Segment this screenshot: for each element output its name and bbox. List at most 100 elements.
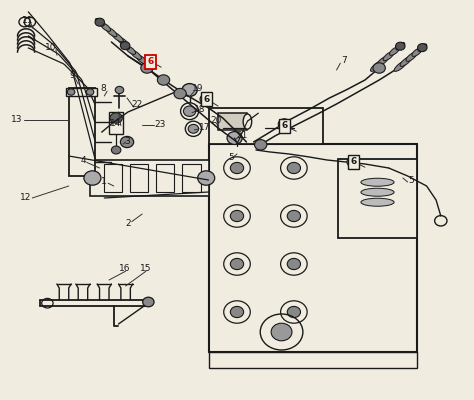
Circle shape [200,94,212,104]
Text: 20: 20 [210,116,221,125]
Text: 22: 22 [132,100,143,109]
Text: 14: 14 [110,120,122,128]
Bar [209,108,323,144]
Ellipse shape [396,42,405,50]
Text: 6: 6 [281,122,288,130]
Text: 17: 17 [199,124,210,132]
Text: 6: 6 [350,158,356,166]
Text: 5: 5 [409,176,414,185]
Ellipse shape [361,178,394,186]
Bar [90,160,209,196]
Ellipse shape [371,61,383,71]
Circle shape [141,63,153,73]
Circle shape [287,306,301,318]
Circle shape [110,113,122,123]
Text: 11: 11 [22,16,33,25]
Bar [209,352,417,368]
Ellipse shape [106,28,117,37]
Ellipse shape [100,23,110,31]
Ellipse shape [361,188,394,196]
Bar [66,88,97,96]
Ellipse shape [383,52,394,61]
Circle shape [255,140,267,150]
Circle shape [183,106,196,116]
Bar [130,164,148,192]
Circle shape [84,171,101,185]
Text: 1: 1 [100,178,106,186]
Circle shape [157,75,170,85]
Text: 9: 9 [69,71,75,80]
Ellipse shape [131,50,141,59]
Text: 18: 18 [194,106,206,114]
Circle shape [418,44,427,52]
Circle shape [271,323,292,341]
Ellipse shape [406,52,417,61]
Ellipse shape [412,48,422,56]
Ellipse shape [394,61,407,71]
Circle shape [227,132,242,144]
Text: 8: 8 [100,84,106,93]
Text: 12: 12 [20,194,32,202]
Circle shape [287,162,301,174]
Ellipse shape [136,54,147,64]
Circle shape [230,210,244,222]
Ellipse shape [95,18,104,26]
Ellipse shape [141,59,153,69]
Text: 23: 23 [155,120,166,129]
Bar [209,144,417,352]
Ellipse shape [390,47,400,55]
Ellipse shape [400,56,412,66]
Circle shape [120,42,130,50]
Circle shape [111,146,121,154]
Circle shape [188,124,199,133]
Ellipse shape [126,46,136,54]
Circle shape [198,171,215,185]
Circle shape [278,119,291,129]
Circle shape [120,136,134,148]
Circle shape [230,162,244,174]
Bar [104,164,122,192]
Bar [338,158,417,238]
Circle shape [95,18,105,26]
Circle shape [287,258,301,270]
Circle shape [115,86,124,94]
Text: 3: 3 [124,137,130,146]
Circle shape [373,63,385,73]
Text: 16: 16 [119,264,130,273]
Ellipse shape [111,32,123,42]
Circle shape [230,306,244,318]
Text: 19: 19 [192,84,204,93]
Circle shape [86,89,94,95]
Ellipse shape [377,56,389,66]
Circle shape [395,42,405,50]
Text: 13: 13 [11,116,22,124]
Bar [218,113,247,130]
Bar [182,164,201,192]
Ellipse shape [121,42,130,50]
Circle shape [19,17,30,27]
Text: 15: 15 [140,264,152,273]
Text: 5: 5 [228,154,234,162]
Ellipse shape [418,44,427,52]
Ellipse shape [117,37,129,47]
Circle shape [182,84,197,96]
Circle shape [174,88,186,99]
Circle shape [143,297,154,307]
Ellipse shape [243,114,252,129]
Bar [40,300,145,306]
Bar [69,88,95,176]
Bar [109,112,123,134]
Text: 7: 7 [341,56,346,65]
Bar [156,164,174,192]
Text: 2: 2 [125,220,131,228]
Ellipse shape [181,103,199,120]
Text: 4: 4 [80,156,86,165]
Ellipse shape [185,121,201,136]
Ellipse shape [361,198,394,206]
Circle shape [67,89,75,95]
Circle shape [347,157,359,167]
Circle shape [230,258,244,270]
Text: 6: 6 [203,95,210,104]
Circle shape [287,210,301,222]
Text: 21: 21 [236,131,247,140]
